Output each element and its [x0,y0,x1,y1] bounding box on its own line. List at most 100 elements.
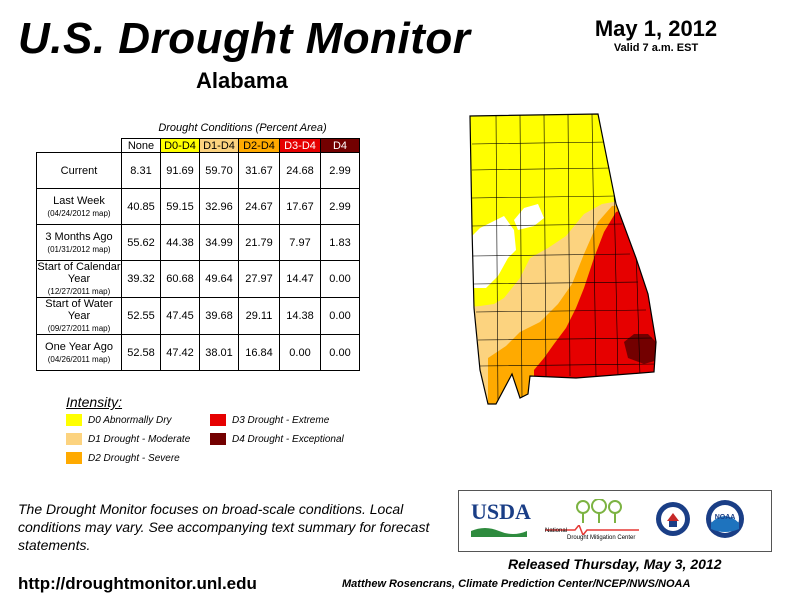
table-row: Current 8.31 91.69 59.70 31.67 24.68 2.9… [36,152,360,189]
table-cell: 91.69 [160,152,200,189]
no-drought-zone-west [470,216,516,288]
row-label: Last Week (04/24/2012 map) [36,188,122,225]
table-cell: 38.01 [199,334,239,371]
map-date: May 1, 2012 [594,16,718,41]
row-label-sub: (12/27/2011 map) [47,287,111,296]
table-cell: 40.85 [121,188,161,225]
tree-icon [576,499,622,523]
table-cell: 55.62 [121,224,161,261]
usda-logo-text: USDA [471,499,531,524]
table-caption: Drought Conditions (Percent Area) [158,122,327,134]
table-cell: 16.84 [238,334,280,371]
legend-swatch-d0 [66,414,82,426]
table-cell: 39.32 [121,260,161,298]
row-label-sub: (09/27/2011 map) [47,324,111,333]
website-link[interactable]: http://droughtmonitor.unl.edu [18,574,257,593]
table-header-row: None D0-D4 D1-D4 D2-D4 D3-D4 D4 [37,138,360,153]
agency-logos: USDA National Drought Mitigation Center … [458,490,772,552]
legend-swatch-d2 [66,452,82,464]
table-row: Start of Water Year (09/27/2011 map) 52.5… [36,297,360,335]
state-outline [469,113,657,405]
doc-seal-icon [656,502,690,536]
table-cell: 24.68 [279,152,321,189]
page-title: U.S. Drought Monitor [18,14,471,63]
author-credit: Matthew Rosencrans, Climate Prediction C… [342,578,691,590]
legend-label-d0: D0 Abnormally Dry [88,415,172,426]
table-row: One Year Ago (04/26/2011 map) 52.58 47.42… [36,334,360,371]
table-cell: 0.00 [320,260,360,298]
table-row: Start of Calendar Year (12/27/2011 map) 3… [36,260,360,298]
valid-time: Valid 7 a.m. EST [613,42,699,54]
d4-zone [624,334,656,364]
legend-swatch-d3 [210,414,226,426]
table-cell: 52.55 [121,297,161,335]
table-cell: 21.79 [238,224,280,261]
row-label-sub: (01/31/2012 map) [47,244,111,254]
legend-label-d2: D2 Drought - Severe [88,453,180,464]
col-none: None [121,138,161,153]
table-cell: 2.99 [320,188,360,225]
row-label-main: 3 Months Ago [45,230,113,243]
table-cell: 52.58 [121,334,161,371]
table-corner [37,139,122,153]
row-label: Start of Water Year (09/27/2011 map) [36,297,122,335]
legend-swatch-d1 [66,433,82,445]
alabama-drought-map [458,113,657,405]
col-d3-d4: D3-D4 [279,138,321,153]
col-d4: D4 [320,138,360,153]
table-cell: 24.67 [238,188,280,225]
legend-title: Intensity: [66,394,123,410]
legend-label-d1: D1 Drought - Moderate [88,434,191,445]
no-drought-zone-center [514,204,544,230]
table-cell: 31.67 [238,152,280,189]
col-d0-d4: D0-D4 [160,138,200,153]
table-cell: 14.38 [279,297,321,335]
col-d1-d4: D1-D4 [199,138,239,153]
legend-label-d3: D3 Drought - Extreme [232,415,330,426]
disclaimer-note: The Drought Monitor focuses on broad-sca… [18,501,430,553]
ndmc-label-line1: National [545,528,568,534]
noaa-logo: NOAA [705,499,745,539]
row-label-main: Start of Water Year [45,298,113,322]
table-cell: 47.45 [160,297,200,335]
legend-label-d4: D4 Drought - Exceptional [232,434,344,445]
table-cell: 34.99 [199,224,239,261]
col-d2-d4: D2-D4 [238,138,280,153]
drought-zones [458,114,656,404]
row-label-sub: (04/24/2012 map) [47,208,111,218]
row-label-main: Current [60,164,98,177]
row-label-sub: (04/26/2011 map) [47,354,111,364]
table-cell: 2.99 [320,152,360,189]
table-cell: 32.96 [199,188,239,225]
usda-logo: USDA [471,499,531,537]
table-cell: 59.70 [199,152,239,189]
no-drought-zone-edge [458,228,466,304]
table-row: 3 Months Ago (01/31/2012 map) 55.62 44.38… [36,224,360,261]
state-name: Alabama [196,68,288,93]
ndmc-logo: National Drought Mitigation Center [545,499,639,545]
table-cell: 27.97 [238,260,280,298]
table-cell: 1.83 [320,224,360,261]
drought-conditions-table: None D0-D4 D1-D4 D2-D4 D3-D4 D4 Current … [36,138,360,371]
table-cell: 49.64 [199,260,239,298]
table-cell: 39.68 [199,297,239,335]
row-label-main: Start of Calendar Year [37,261,121,285]
legend-swatch-d4 [210,433,226,445]
row-label: 3 Months Ago (01/31/2012 map) [36,224,122,261]
row-label: Start of Calendar Year (12/27/2011 map) [36,260,122,298]
table-cell: 7.97 [279,224,321,261]
row-label: One Year Ago (04/26/2011 map) [36,334,122,371]
table-cell: 0.00 [320,297,360,335]
table-cell: 0.00 [279,334,321,371]
county-lines [471,114,656,404]
table-cell: 59.15 [160,188,200,225]
noaa-seal-icon [706,500,744,538]
table-cell: 29.11 [238,297,280,335]
table-cell: 0.00 [320,334,360,371]
table-cell: 8.31 [121,152,161,189]
table-cell: 47.42 [160,334,200,371]
table-row: Last Week (04/24/2012 map) 40.85 59.15 32… [36,188,360,225]
row-label-main: One Year Ago [45,340,113,353]
table-cell: 14.47 [279,260,321,298]
drought-line-icon [545,525,639,535]
